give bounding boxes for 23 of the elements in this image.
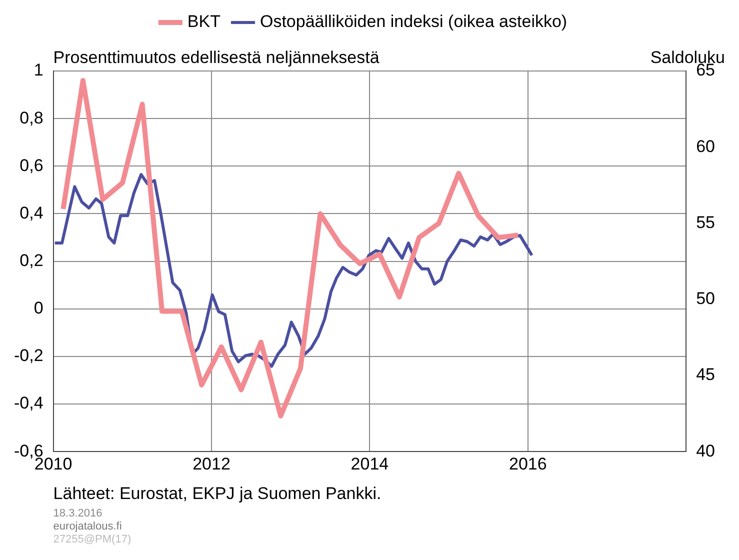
y-tick-label: -0,2 — [14, 346, 44, 366]
y2-tick-label: 50 — [696, 289, 716, 308]
y-axis-title: Prosenttimuutos edellisestä neljänneksestä — [53, 48, 380, 68]
y2-tick-label: 45 — [696, 365, 716, 384]
y-tick-label: 0,2 — [20, 250, 44, 270]
text: 27255@PM(17) — [53, 534, 132, 546]
y-tick-label: 0,8 — [20, 108, 44, 128]
y2-tick-label: 55 — [696, 212, 716, 232]
text: eurojatalous.fi — [53, 520, 122, 533]
x-tick-label: 2014 — [350, 454, 389, 474]
y-tick-label: 0,4 — [20, 203, 44, 222]
text: 18.3.2016 — [53, 508, 102, 520]
y-tick-label: 0 — [34, 298, 44, 318]
x-tick-label: 2016 — [508, 454, 547, 474]
y-tick-label: 1 — [34, 60, 44, 80]
y2-tick-label: 60 — [696, 136, 716, 156]
y-tick-label: -0,4 — [14, 394, 44, 413]
x-tick-label: 2012 — [192, 454, 230, 474]
y2-tick-label: 40 — [696, 441, 716, 460]
legend-label: BKT — [187, 12, 220, 32]
y-tick-label: 0,6 — [20, 156, 44, 175]
text: Lähteet: Eurostat, EKPJ ja Suomen Pankki. — [53, 484, 382, 504]
legend-label: Ostopäälliköiden indeksi (oikea asteikko) — [260, 12, 568, 32]
